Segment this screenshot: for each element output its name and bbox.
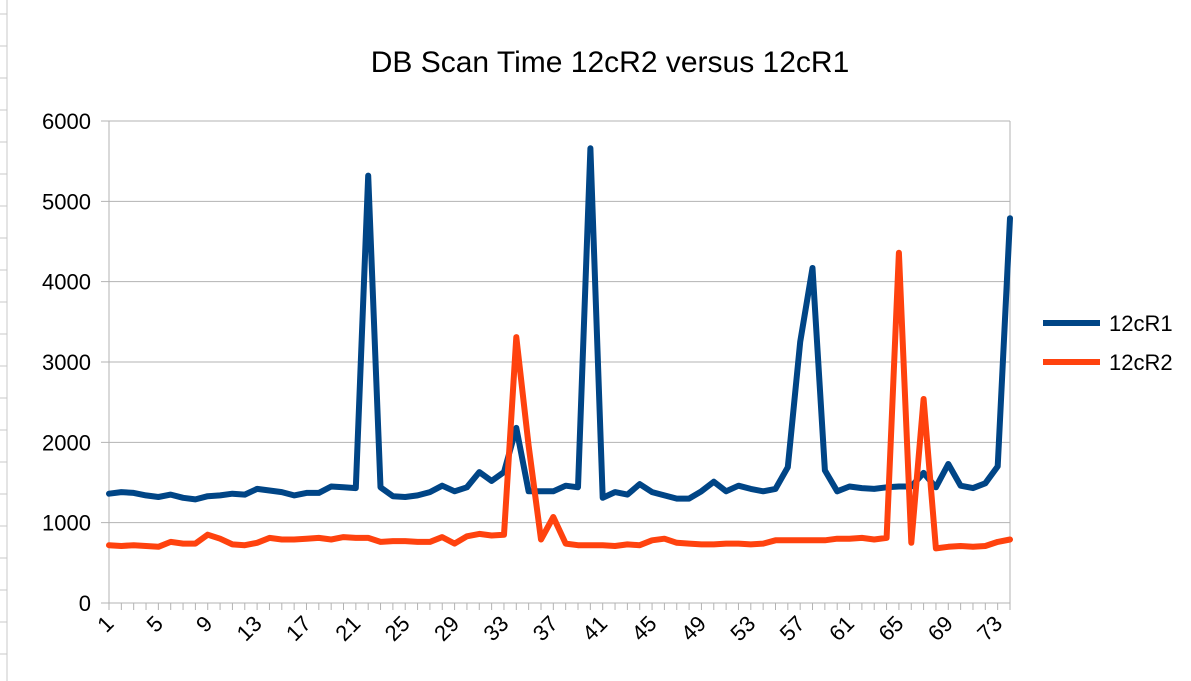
y-tick-label: 4000 (42, 270, 91, 295)
y-tick-label: 5000 (42, 189, 91, 214)
x-tick-label: 17 (281, 611, 316, 646)
x-tick-label: 5 (142, 611, 168, 637)
x-tick-label: 61 (824, 611, 859, 646)
x-tick-label: 65 (873, 611, 908, 646)
x-tick-label: 33 (479, 611, 514, 646)
y-axis-labels: 0 1000 2000 3000 4000 5000 6000 (42, 109, 91, 616)
y-tick-label: 3000 (42, 350, 91, 375)
x-tick-label: 45 (627, 611, 662, 646)
x-tick-label: 69 (923, 611, 958, 646)
grid (101, 120, 1011, 604)
x-tick-label: 1 (92, 611, 118, 637)
x-tick-label: 21 (330, 611, 365, 646)
x-tick-label: 41 (577, 611, 612, 646)
x-tick-label: 29 (429, 611, 464, 646)
series-line-12cR2 (106, 249, 1013, 552)
x-tick-label: 73 (972, 611, 1007, 646)
x-tick-label: 13 (232, 611, 267, 646)
y-tick-label: 1000 (42, 511, 91, 536)
legend: 12cR1 12cR2 (1043, 311, 1173, 375)
y-tick-label: 2000 (42, 430, 91, 455)
x-tick-label: 9 (191, 611, 217, 637)
left-ruler (0, 0, 8, 681)
y-tick-label: 6000 (42, 109, 91, 134)
series-lines (106, 145, 1013, 552)
x-tick-label: 53 (725, 611, 760, 646)
legend-label-12cR1: 12cR1 (1109, 311, 1173, 336)
chart-title: DB Scan Time 12cR2 versus 12cR1 (371, 46, 850, 79)
x-tick-label: 37 (528, 611, 563, 646)
x-tick-label: 49 (676, 611, 711, 646)
x-tick-label: 57 (775, 611, 810, 646)
series-line-12cR1 (106, 145, 1013, 503)
x-axis: 1 5 9 13 17 21 25 29 33 37 41 45 49 53 57 61 65 69 73 (92, 121, 1011, 646)
y-tick-label: 0 (79, 591, 91, 616)
legend-label-12cR2: 12cR2 (1109, 350, 1173, 375)
x-tick-label: 25 (380, 611, 415, 646)
